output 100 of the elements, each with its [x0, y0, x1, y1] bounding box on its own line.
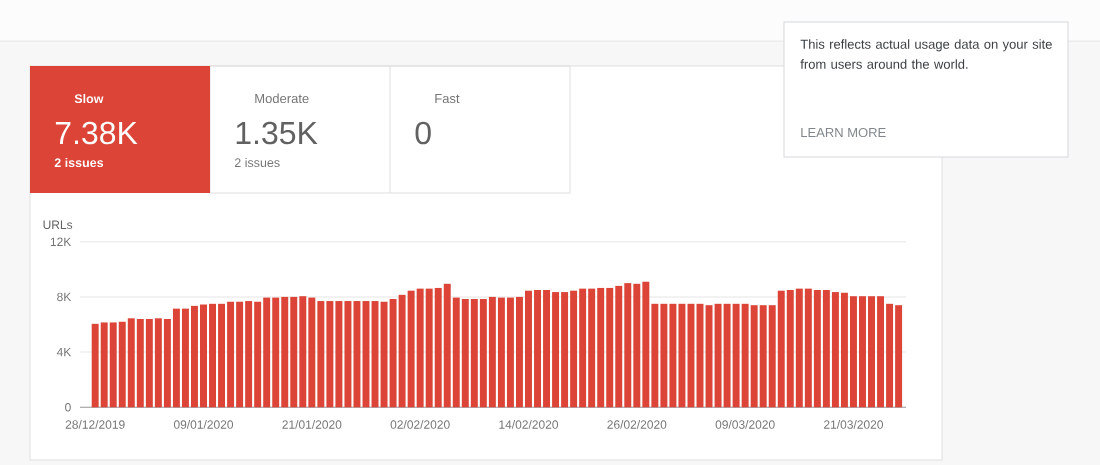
bar [91, 323, 99, 408]
bar [804, 288, 812, 408]
x-tick-label: 02/02/2020 [390, 420, 450, 429]
bar [588, 288, 596, 408]
x-tick-label: 28/12/2019 [65, 420, 125, 429]
bar [669, 303, 677, 408]
bar [425, 288, 433, 408]
bar [263, 297, 271, 408]
bar [127, 318, 135, 408]
text: 1.35K [236, 121, 318, 145]
bar [642, 281, 650, 408]
text: 2 issues [54, 157, 104, 168]
x-tick-label: 09/03/2020 [715, 420, 775, 429]
y-tick-label: 0 [65, 403, 71, 412]
bar [813, 290, 821, 408]
bar [831, 292, 839, 408]
text: 7.38K [55, 121, 138, 145]
y-axis-title: URLs [43, 220, 73, 230]
bar [750, 305, 758, 408]
text: LEARN MORE [801, 127, 886, 138]
bar [236, 301, 244, 408]
bar [822, 290, 830, 408]
bar [515, 296, 523, 408]
bar [886, 303, 894, 408]
bar [859, 296, 866, 408]
bar [389, 298, 397, 408]
bar [100, 322, 108, 408]
y-tick-label: 12K [50, 237, 72, 246]
bar [488, 296, 496, 408]
bar [840, 292, 848, 408]
bar [561, 292, 569, 408]
bar [281, 296, 289, 408]
bar [543, 290, 551, 408]
bar [200, 304, 207, 408]
bar [407, 290, 415, 408]
bar [633, 283, 641, 408]
bar [651, 303, 659, 408]
bar [443, 283, 451, 408]
bar [353, 301, 361, 408]
bar [895, 305, 903, 408]
bar [534, 290, 541, 408]
bar [849, 296, 857, 408]
bar [741, 303, 749, 408]
bar [136, 318, 144, 408]
x-tick-label: 21/03/2020 [824, 420, 884, 429]
bar [624, 283, 632, 408]
bar [506, 297, 514, 408]
bar [723, 303, 731, 408]
y-tick-label: 8K [57, 292, 72, 302]
bar [615, 285, 623, 408]
bar [181, 308, 189, 408]
bar [163, 318, 171, 408]
bar [299, 296, 307, 408]
x-tick-label: 26/02/2020 [607, 420, 667, 429]
bar [398, 294, 406, 408]
bar [335, 301, 343, 408]
text: This reflects actual usage data on your site from users around the world. [800, 39, 1052, 69]
bar [218, 303, 226, 408]
bar [777, 290, 785, 408]
bar [877, 296, 885, 408]
bar [786, 290, 794, 408]
bar [687, 303, 695, 408]
text: Slow [74, 93, 104, 104]
x-tick-label: 21/01/2020 [282, 420, 342, 429]
bar [732, 303, 740, 408]
bar [290, 296, 298, 408]
bar [344, 301, 352, 408]
text: Fast [435, 94, 460, 104]
bar [191, 305, 198, 408]
bar [479, 298, 487, 408]
bar [470, 298, 478, 408]
bar [317, 301, 325, 408]
bar [380, 301, 388, 408]
bar [245, 301, 253, 408]
bar [109, 322, 117, 408]
bar [209, 303, 216, 408]
bar [308, 297, 316, 408]
bar [597, 287, 605, 408]
bar [714, 303, 722, 408]
bar [254, 301, 262, 408]
x-tick-label: 09/01/2020 [173, 420, 234, 429]
bar [768, 305, 776, 408]
x-tick-label: 14/02/2020 [499, 420, 559, 429]
bar [579, 288, 587, 408]
bar [660, 303, 668, 408]
bar [434, 287, 442, 408]
text: 0 [415, 121, 431, 145]
bar [795, 288, 803, 408]
bar [552, 292, 560, 408]
bar [497, 297, 505, 408]
bar [452, 297, 460, 408]
bar [326, 301, 334, 408]
bar [154, 318, 162, 408]
y-tick-label: 4K [56, 347, 72, 357]
bar [118, 321, 126, 408]
bar [272, 297, 280, 408]
bar [759, 305, 767, 408]
bar [570, 290, 578, 408]
bar [525, 290, 532, 408]
text: Moderate [255, 93, 309, 104]
